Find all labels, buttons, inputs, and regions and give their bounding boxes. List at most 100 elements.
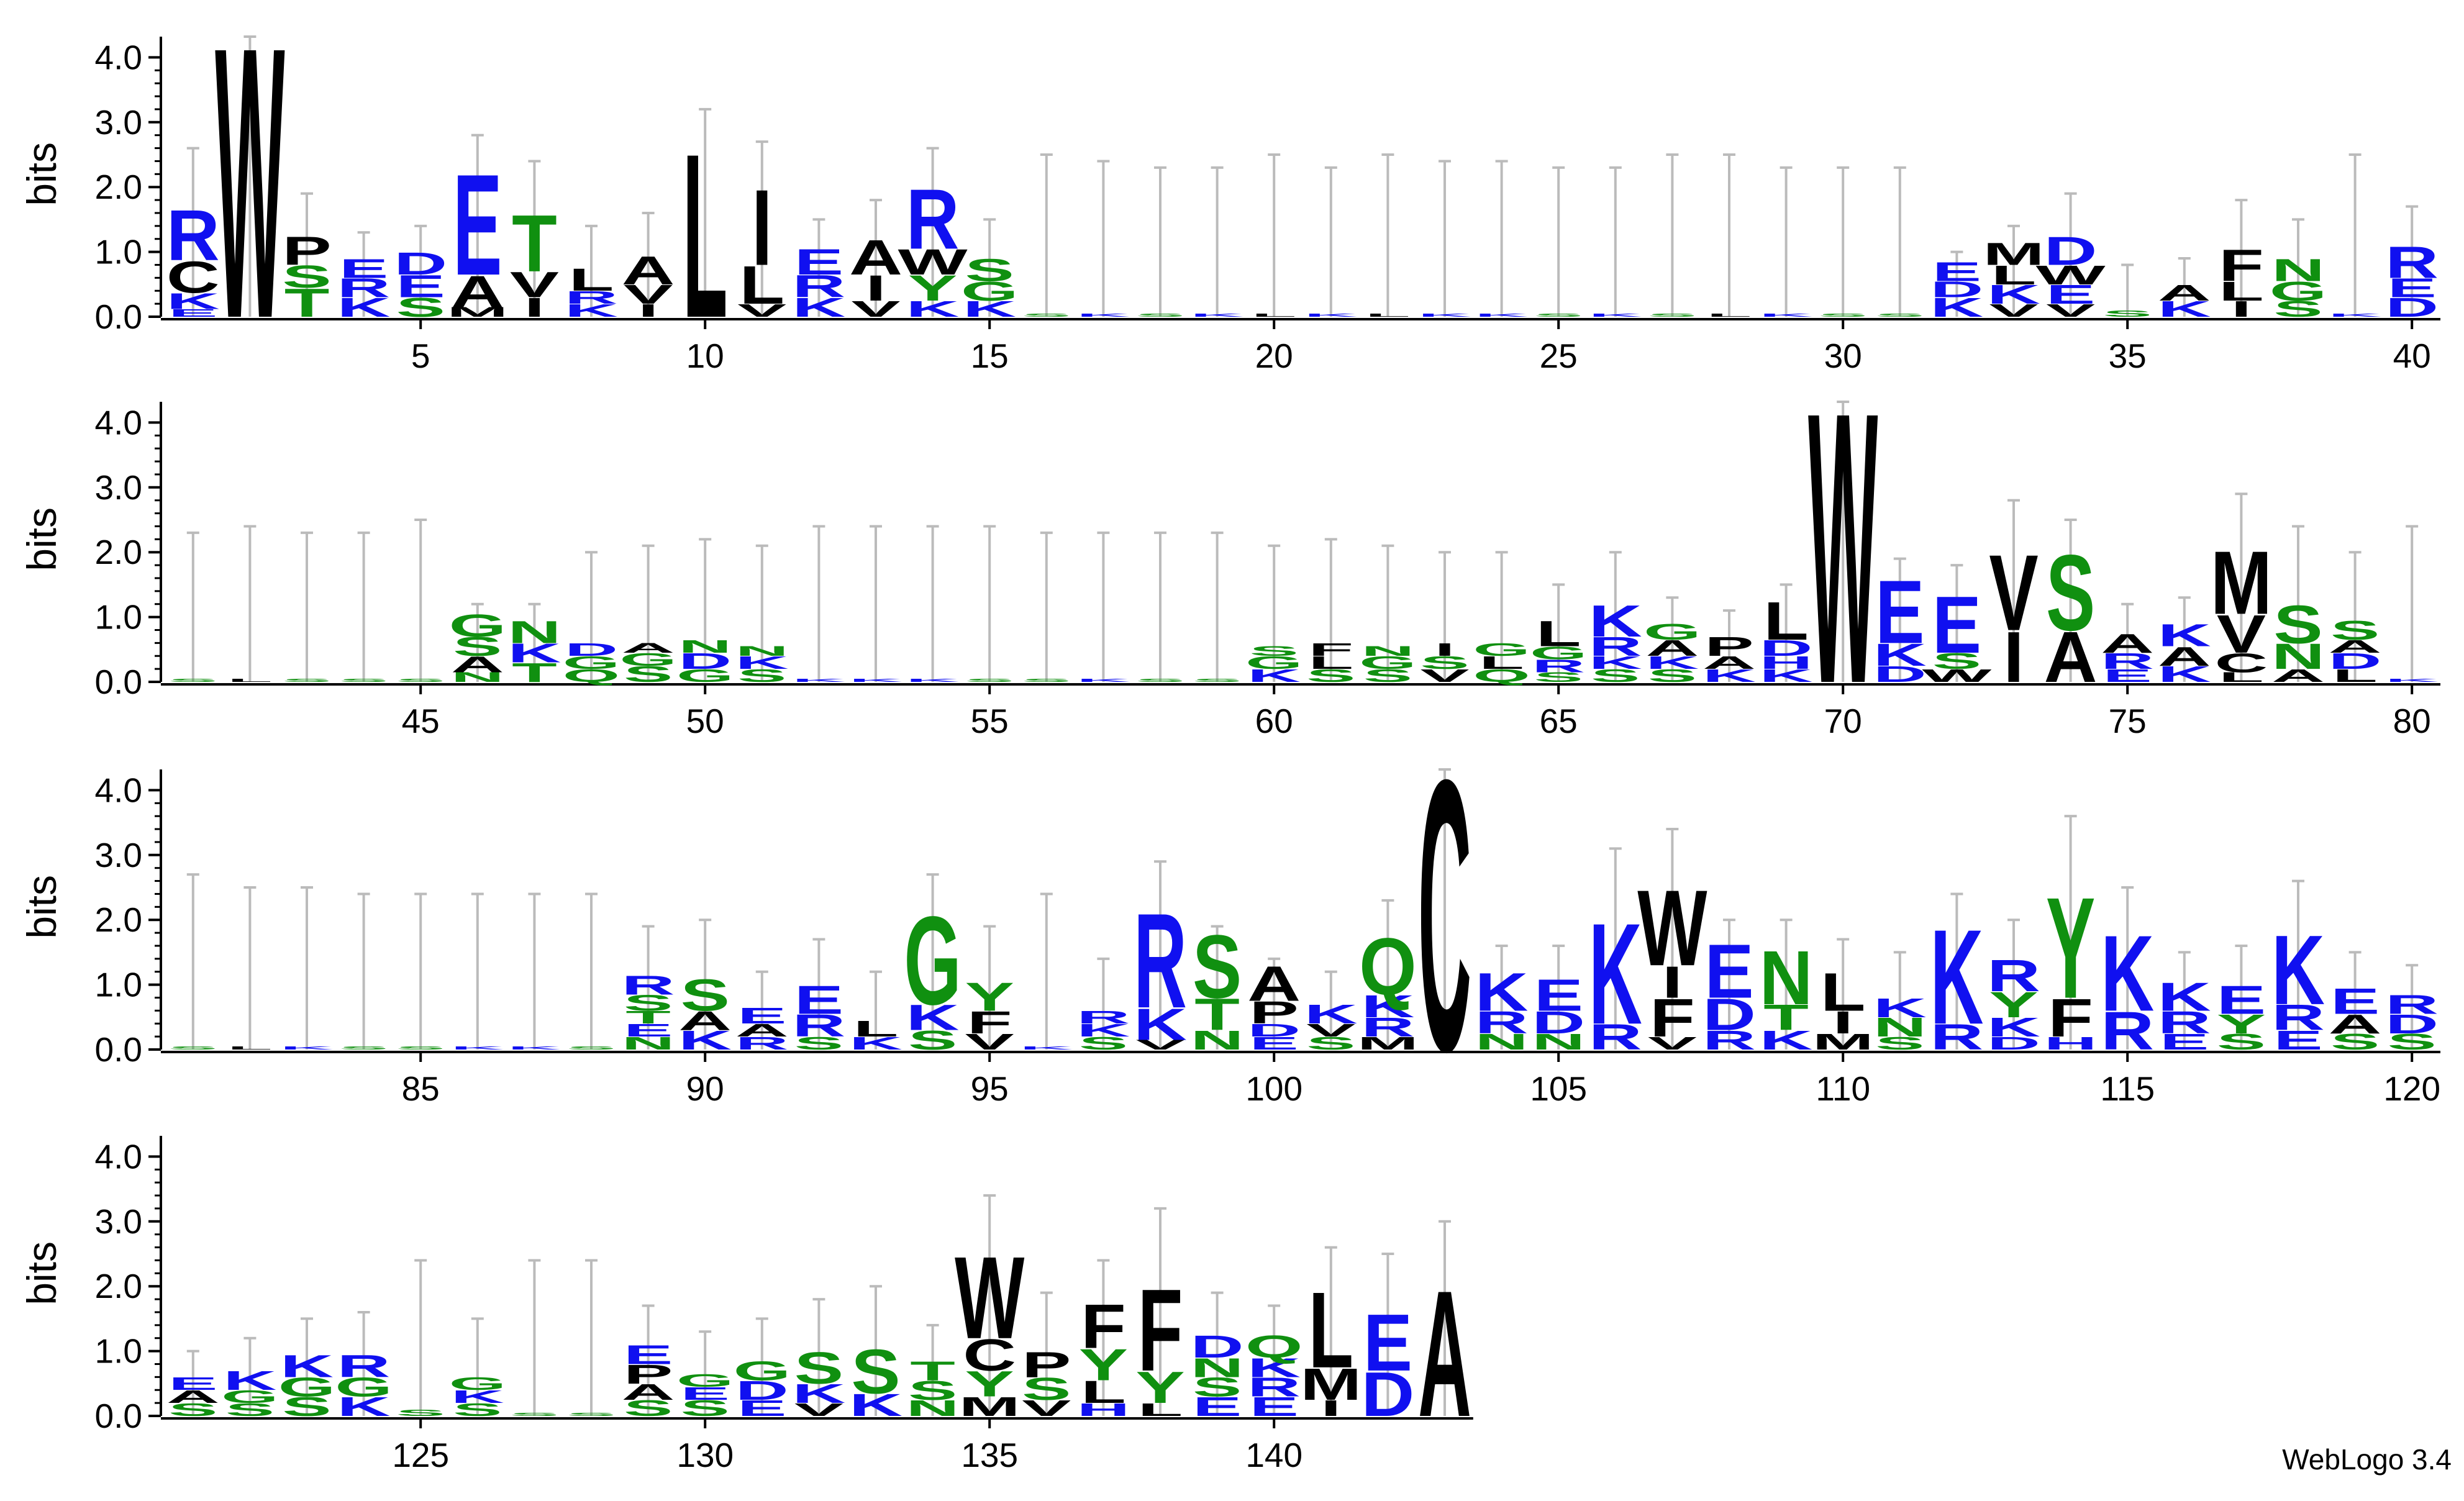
logo-letter: A bbox=[2101, 628, 2154, 659]
logo-letter: E bbox=[2330, 981, 2380, 1022]
logo-letter: K bbox=[1589, 653, 1642, 673]
logo-letter: S bbox=[2273, 296, 2322, 322]
logo-letter: I bbox=[2003, 617, 2024, 697]
y-tick-label: 2.0 bbox=[95, 1267, 142, 1305]
logo-letter: K bbox=[792, 1379, 845, 1409]
logo-letter: C bbox=[963, 1330, 1016, 1380]
logo-letter: V bbox=[1989, 301, 2039, 320]
logo-letter: P bbox=[1704, 632, 1753, 662]
logo-letter: A bbox=[622, 248, 675, 293]
logo-letter: G bbox=[1473, 640, 1530, 660]
logo-letter: K bbox=[1873, 637, 1927, 673]
x-tick-label: 100 bbox=[1245, 1069, 1302, 1108]
logo-letter: R bbox=[792, 269, 845, 304]
logo-letter: R bbox=[166, 195, 220, 275]
y-tick-label: 1.0 bbox=[95, 966, 142, 1004]
logo-letter: V bbox=[2046, 301, 2096, 320]
logo-letter: S bbox=[624, 1395, 673, 1421]
logo-letter: K bbox=[849, 1033, 902, 1053]
logo-letter: K bbox=[1304, 312, 1358, 317]
logo-letter: S bbox=[282, 678, 331, 682]
logo-letter: K bbox=[1760, 312, 1813, 317]
logo-letter: S bbox=[2217, 1029, 2266, 1054]
logo-letter: E bbox=[168, 1374, 217, 1394]
logo-letter: S bbox=[1591, 666, 1640, 686]
logo-letter: E bbox=[1932, 580, 1981, 670]
logo-letter: A bbox=[451, 266, 504, 317]
logo-letter: R bbox=[1589, 1017, 1642, 1057]
logo-letter: H bbox=[2044, 1033, 2098, 1053]
logo-letter: S bbox=[1932, 648, 1981, 674]
logo-letter: F bbox=[1650, 988, 1695, 1048]
logo-letter: R bbox=[337, 273, 391, 303]
x-tick-label: 125 bbox=[392, 1436, 449, 1474]
logo-letter: G bbox=[449, 1374, 506, 1394]
logo-letter: I bbox=[524, 292, 545, 323]
logo-letter: R bbox=[1134, 886, 1187, 1036]
logo-letter: P bbox=[282, 229, 331, 274]
logo-letter: A bbox=[2158, 280, 2211, 306]
logo-letter: L bbox=[1252, 312, 1297, 317]
logo-letter: E bbox=[1704, 928, 1753, 1014]
logo-letter: E bbox=[453, 145, 502, 306]
logo-letter: K bbox=[792, 292, 845, 323]
logo-letter: M bbox=[2211, 533, 2272, 633]
logo-letter: K bbox=[906, 997, 960, 1038]
logo-letter: S bbox=[1819, 312, 1868, 317]
logo-letter: K bbox=[2385, 678, 2439, 682]
x-tick-label: 10 bbox=[686, 337, 724, 375]
logo-letter: K bbox=[1760, 1025, 1813, 1056]
y-axis-title: bits bbox=[19, 142, 65, 206]
logo-letter: Y bbox=[965, 1364, 1014, 1404]
logo-letter: K bbox=[1987, 279, 2040, 310]
logo-letter: R bbox=[2158, 1005, 2211, 1040]
logo-letter: R bbox=[622, 970, 675, 1000]
logo-letter: S bbox=[168, 1045, 217, 1050]
logo-letter: S bbox=[453, 632, 502, 662]
logo-letter: K bbox=[735, 653, 789, 673]
y-tick-label: 1.0 bbox=[95, 1332, 142, 1371]
logo-letter: E bbox=[681, 1384, 730, 1404]
logo-letter: E bbox=[2103, 666, 2152, 686]
logo-letter: A bbox=[849, 230, 902, 285]
logo-letter: A bbox=[451, 651, 504, 677]
y-tick-label: 0.0 bbox=[95, 297, 142, 336]
logo-letter: E bbox=[737, 1003, 786, 1028]
logo-letter: K bbox=[2101, 913, 2154, 1034]
logo-letter: A bbox=[2329, 1009, 2382, 1040]
logo-letter: V bbox=[737, 301, 787, 320]
logo-letter: P bbox=[624, 1359, 673, 1389]
logo-letter: S bbox=[453, 1400, 502, 1420]
logo-letter: S bbox=[2330, 1029, 2380, 1054]
logo-letter: A bbox=[1703, 653, 1756, 673]
logo-letter: R bbox=[565, 288, 618, 307]
logo-letter: E bbox=[2046, 279, 2095, 310]
x-tick-label: 40 bbox=[2393, 337, 2431, 375]
logo-letter: K bbox=[1873, 992, 1927, 1023]
logo-letter: T bbox=[910, 1356, 955, 1386]
x-tick-label: 105 bbox=[1530, 1069, 1587, 1108]
logo-letter: D bbox=[1760, 635, 1813, 661]
logo-letter: G bbox=[449, 608, 506, 643]
logo-letter: Y bbox=[2046, 868, 2095, 1029]
y-tick-label: 4.0 bbox=[95, 1137, 142, 1176]
logo-letter: G bbox=[335, 1372, 392, 1402]
logo-letter: K bbox=[507, 1045, 561, 1050]
logo-letter: S bbox=[1022, 678, 1071, 682]
logo-letter: A bbox=[166, 1387, 220, 1407]
logo-letter: E bbox=[2217, 977, 2266, 1023]
logo-letter: L bbox=[2219, 276, 2264, 307]
logo-letter: M bbox=[1357, 1033, 1419, 1053]
logo-letter: K bbox=[1020, 1045, 1073, 1050]
logo-letter: R bbox=[1532, 656, 1585, 676]
logo-letter: E bbox=[794, 242, 843, 282]
logo-letter: Y bbox=[965, 974, 1014, 1020]
logo-letter: R bbox=[906, 172, 960, 267]
y-axis-title: bits bbox=[19, 1241, 65, 1305]
logo-letter: I bbox=[1434, 640, 1455, 660]
logo-letter: I bbox=[638, 301, 658, 320]
logo-letter: W bbox=[955, 1233, 1024, 1364]
logo-letter: Y bbox=[1135, 1363, 1184, 1413]
